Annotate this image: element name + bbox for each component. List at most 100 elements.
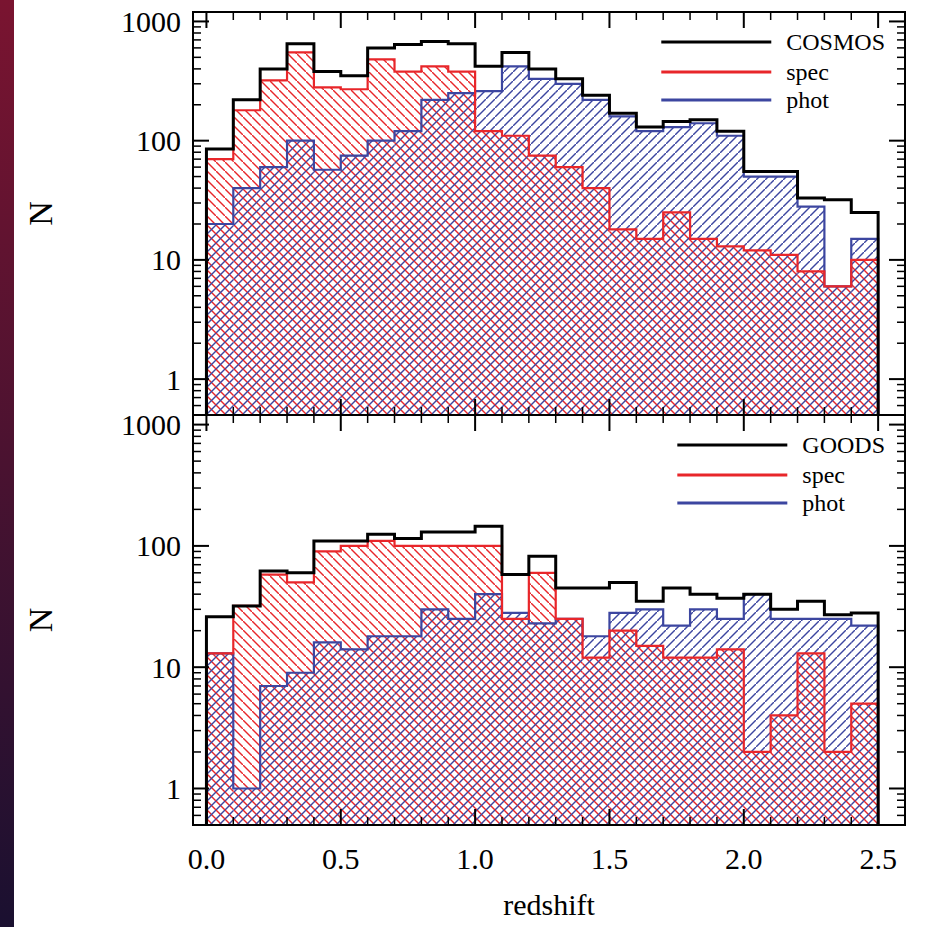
histogram-bar (395, 636, 422, 825)
histogram-bar (529, 69, 556, 415)
y-minor-tick (897, 609, 905, 611)
y-minor-tick (193, 307, 201, 309)
histogram-bar (368, 59, 395, 415)
histogram-bar (609, 116, 636, 415)
y-minor-tick (193, 487, 201, 489)
x-minor-tick (313, 415, 315, 423)
legend-swatch (677, 474, 787, 477)
histogram-bar (663, 626, 690, 825)
y-minor-tick (897, 751, 905, 753)
histogram-bar (851, 212, 878, 415)
histogram-bar (690, 594, 717, 825)
histogram-bar (448, 93, 475, 415)
y-minor-tick (193, 509, 201, 511)
y-minor-tick (193, 187, 201, 189)
histogram-bar (395, 131, 422, 415)
histogram-bar (771, 177, 798, 415)
histogram-bar (421, 546, 448, 825)
histogram-bar (583, 588, 610, 825)
histogram-bar (744, 172, 771, 415)
y-minor-tick (193, 572, 201, 574)
x-minor-tick (582, 817, 584, 825)
y-minor-tick (193, 405, 201, 407)
x-minor-tick (555, 407, 557, 415)
histogram-bar (529, 573, 556, 825)
histogram-bar (824, 615, 851, 825)
y-minor-tick (897, 265, 905, 267)
histogram-bar (368, 48, 395, 415)
y-minor-tick (193, 83, 201, 85)
histogram-bar (395, 539, 422, 825)
histogram-bar (636, 609, 663, 825)
x-minor-tick (286, 407, 288, 415)
histogram-bar (206, 224, 233, 415)
x-minor-tick (636, 817, 638, 825)
histogram-outline (206, 541, 878, 825)
x-minor-tick (851, 12, 853, 20)
y-minor-tick (897, 593, 905, 595)
histogram-bar (395, 45, 422, 415)
x-minor-tick (233, 12, 235, 20)
y-minor-tick (193, 158, 201, 160)
x-tick-label: 1.0 (456, 842, 494, 875)
y-minor-tick (897, 715, 905, 717)
histogram-bar (556, 619, 583, 825)
histogram-bar (448, 546, 475, 825)
y-tick (193, 378, 209, 380)
y-tick (889, 545, 905, 547)
legend-swatch (677, 444, 787, 447)
y-minor-tick (193, 582, 201, 584)
y-minor-tick (897, 487, 905, 489)
y-tick-label: 1 (166, 772, 181, 805)
x-tick-label: 2.5 (859, 842, 897, 875)
page: {"chart_data": [ {"type": "histogram", "… (0, 0, 925, 927)
x-minor-tick (528, 12, 530, 20)
x-minor-tick (394, 415, 396, 423)
y-minor-tick (193, 557, 201, 559)
y-tick (193, 787, 209, 789)
x-minor-tick (770, 415, 772, 423)
x-tick (877, 415, 879, 431)
histogram-bar (475, 91, 502, 415)
y-minor-tick (193, 460, 201, 462)
histogram-bar (368, 141, 395, 415)
x-minor-tick (528, 817, 530, 825)
y-minor-tick (193, 685, 201, 687)
y-minor-tick (193, 151, 201, 153)
y-minor-tick (193, 751, 201, 753)
y-minor-tick (193, 609, 201, 611)
x-minor-tick (501, 415, 503, 423)
x-minor-tick (555, 817, 557, 825)
y-minor-tick (897, 295, 905, 297)
y-minor-tick (193, 730, 201, 732)
histogram-bar (341, 546, 368, 825)
y-minor-tick (193, 26, 201, 28)
histogram-outline (206, 41, 878, 415)
histogram-outline (206, 594, 878, 825)
histogram-bar (206, 149, 233, 415)
y-minor-tick (897, 672, 905, 674)
x-minor-tick (447, 407, 449, 415)
x-minor-tick (770, 817, 772, 825)
y-minor-tick (193, 145, 201, 147)
histogram-bar (233, 606, 260, 825)
y-minor-tick (193, 321, 201, 323)
x-minor-tick (286, 817, 288, 825)
histogram-bar (448, 619, 475, 825)
histogram-bar (368, 534, 395, 825)
legend: COSMOSspecphot (661, 29, 885, 113)
x-minor-tick (367, 407, 369, 415)
histogram-bar (556, 79, 583, 415)
histogram-bar (475, 594, 502, 825)
y-minor-tick (193, 202, 201, 204)
histogram-bar (287, 44, 314, 415)
histogram-bar (233, 110, 260, 415)
x-minor-tick (313, 407, 315, 415)
histogram-bar (851, 613, 878, 825)
histogram-bar (583, 636, 610, 825)
histogram-bar (798, 207, 825, 415)
y-minor-tick (897, 384, 905, 386)
histogram-bar (314, 642, 341, 825)
histogram-bar (314, 87, 341, 415)
x-minor-tick (394, 12, 396, 20)
